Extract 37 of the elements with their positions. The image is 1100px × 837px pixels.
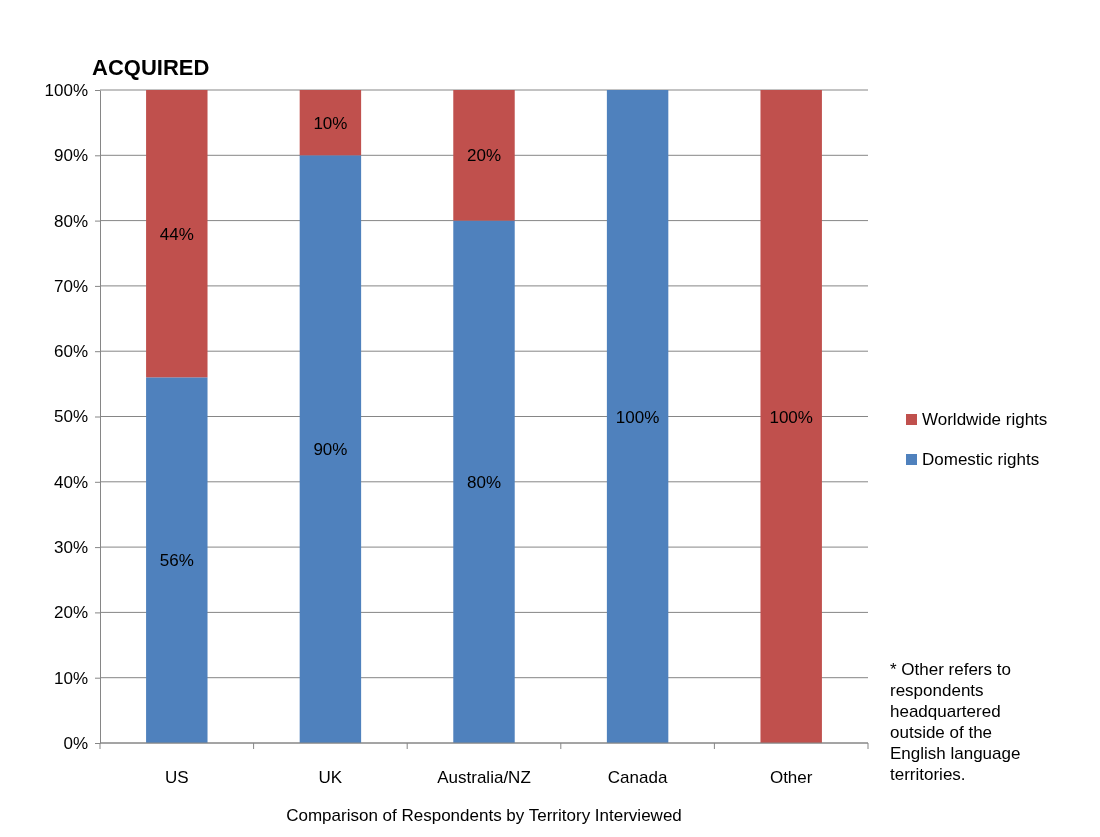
- data-label: 80%: [466, 472, 502, 492]
- bar: [453, 90, 515, 221]
- y-tick-label: 90%: [53, 146, 88, 166]
- x-tick-label: UK: [318, 768, 343, 787]
- x-tick-label: Canada: [607, 768, 668, 787]
- y-tick-label: 20%: [53, 603, 88, 623]
- y-tick-label: 60%: [53, 342, 88, 362]
- legend-label: Worldwide rights: [922, 410, 1048, 429]
- data-label: 44%: [159, 224, 194, 244]
- text: * Other refers to respondents headquartered outside of the English language territories.: [890, 660, 1021, 784]
- y-tick-label: 70%: [53, 276, 88, 296]
- x-tick-label: Australia/NZ: [437, 768, 531, 787]
- legend-label: Domestic rights: [922, 450, 1040, 469]
- y-tick-label: 50%: [53, 407, 88, 427]
- y-tick-label: 0%: [63, 733, 88, 753]
- bar: [299, 90, 362, 156]
- bar: [146, 377, 208, 743]
- x-tick-label: Other: [769, 768, 813, 787]
- bar: [299, 155, 362, 743]
- bar: [453, 220, 515, 743]
- y-tick-label: 30%: [53, 538, 88, 558]
- bar: [606, 90, 669, 743]
- data-label: 100%: [769, 407, 813, 427]
- x-axis-title: Comparison of Respondents by Territory Interviewed: [286, 806, 682, 825]
- bar: [146, 90, 208, 378]
- data-label: 100%: [615, 407, 660, 427]
- data-label: 10%: [313, 113, 348, 133]
- x-tick-label: US: [164, 768, 189, 787]
- y-tick-label: 40%: [53, 472, 88, 492]
- data-label: 90%: [313, 440, 348, 460]
- data-label: 20%: [466, 146, 502, 166]
- y-tick-label: 80%: [53, 211, 88, 231]
- y-tick-label: 10%: [53, 668, 88, 688]
- data-label: 56%: [159, 551, 194, 571]
- y-tick-label: 100%: [44, 80, 88, 100]
- chart-title: ACQUIRED: [92, 55, 210, 80]
- bar: [760, 90, 822, 743]
